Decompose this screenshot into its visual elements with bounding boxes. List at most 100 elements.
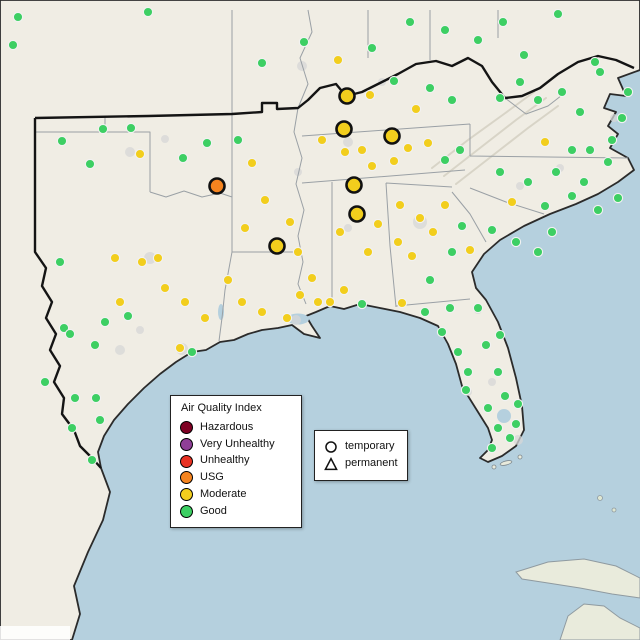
aqi-marker-good[interactable]	[424, 82, 436, 94]
aqi-marker-moderate[interactable]	[152, 252, 164, 264]
aqi-marker-good[interactable]	[444, 302, 456, 314]
aqi-marker-good[interactable]	[482, 402, 494, 414]
aqi-marker-moderate[interactable]	[239, 222, 251, 234]
aqi-marker-good[interactable]	[492, 422, 504, 434]
aqi-marker-good[interactable]	[94, 414, 106, 426]
aqi-marker-good[interactable]	[298, 36, 310, 48]
aqi-marker-good[interactable]	[550, 166, 562, 178]
aqi-marker-good[interactable]	[566, 144, 578, 156]
aqi-marker-moderate-highlighted[interactable]	[338, 87, 356, 105]
aqi-marker-moderate[interactable]	[222, 274, 234, 286]
aqi-marker-good[interactable]	[552, 8, 564, 20]
aqi-marker-moderate-highlighted[interactable]	[383, 127, 401, 145]
aqi-marker-moderate[interactable]	[312, 296, 324, 308]
aqi-marker-good[interactable]	[622, 86, 634, 98]
aqi-marker-good[interactable]	[64, 328, 76, 340]
aqi-marker-good[interactable]	[446, 246, 458, 258]
aqi-marker-moderate[interactable]	[174, 342, 186, 354]
aqi-marker-good[interactable]	[510, 236, 522, 248]
aqi-marker-moderate[interactable]	[422, 137, 434, 149]
aqi-marker-good[interactable]	[54, 256, 66, 268]
aqi-marker-good[interactable]	[89, 339, 101, 351]
aqi-marker-good[interactable]	[452, 346, 464, 358]
aqi-marker-moderate[interactable]	[539, 136, 551, 148]
aqi-marker-good[interactable]	[456, 220, 468, 232]
aqi-marker-good[interactable]	[462, 366, 474, 378]
aqi-marker-moderate[interactable]	[294, 289, 306, 301]
aqi-marker-moderate[interactable]	[372, 218, 384, 230]
aqi-marker-good[interactable]	[574, 106, 586, 118]
aqi-marker-good[interactable]	[592, 204, 604, 216]
aqi-marker-good[interactable]	[472, 302, 484, 314]
aqi-marker-good[interactable]	[186, 346, 198, 358]
aqi-marker-moderate[interactable]	[427, 226, 439, 238]
aqi-marker-moderate[interactable]	[236, 296, 248, 308]
aqi-marker-good[interactable]	[472, 34, 484, 46]
aqi-marker-good[interactable]	[539, 200, 551, 212]
aqi-marker-moderate[interactable]	[199, 312, 211, 324]
aqi-marker-moderate-highlighted[interactable]	[335, 120, 353, 138]
aqi-marker-moderate[interactable]	[324, 296, 336, 308]
aqi-marker-good[interactable]	[439, 154, 451, 166]
aqi-marker-good[interactable]	[39, 376, 51, 388]
aqi-marker-good[interactable]	[84, 158, 96, 170]
aqi-marker-good[interactable]	[504, 432, 516, 444]
aqi-marker-good[interactable]	[510, 418, 522, 430]
aqi-marker-good[interactable]	[556, 86, 568, 98]
aqi-marker-moderate[interactable]	[292, 246, 304, 258]
aqi-marker-good[interactable]	[454, 144, 466, 156]
aqi-marker-good[interactable]	[566, 190, 578, 202]
aqi-marker-good[interactable]	[439, 24, 451, 36]
aqi-marker-good[interactable]	[494, 92, 506, 104]
aqi-marker-moderate[interactable]	[338, 284, 350, 296]
aqi-marker-good[interactable]	[7, 39, 19, 51]
aqi-marker-moderate[interactable]	[136, 256, 148, 268]
aqi-marker-moderate[interactable]	[284, 216, 296, 228]
aqi-marker-good[interactable]	[518, 49, 530, 61]
aqi-marker-good[interactable]	[419, 306, 431, 318]
aqi-marker-good[interactable]	[69, 392, 81, 404]
aqi-marker-moderate[interactable]	[364, 89, 376, 101]
aqi-marker-good[interactable]	[232, 134, 244, 146]
aqi-marker-moderate[interactable]	[256, 306, 268, 318]
aqi-marker-good[interactable]	[446, 94, 458, 106]
aqi-marker-good[interactable]	[388, 75, 400, 87]
aqi-marker-good[interactable]	[589, 56, 601, 68]
aqi-marker-good[interactable]	[532, 246, 544, 258]
aqi-marker-good[interactable]	[142, 6, 154, 18]
aqi-marker-good[interactable]	[366, 42, 378, 54]
aqi-marker-good[interactable]	[532, 94, 544, 106]
aqi-marker-good[interactable]	[584, 144, 596, 156]
aqi-marker-moderate[interactable]	[246, 157, 258, 169]
aqi-marker-moderate[interactable]	[134, 148, 146, 160]
aqi-marker-good[interactable]	[480, 339, 492, 351]
aqi-marker-good[interactable]	[177, 152, 189, 164]
aqi-marker-moderate[interactable]	[356, 144, 368, 156]
aqi-marker-good[interactable]	[602, 156, 614, 168]
aqi-marker-good[interactable]	[578, 176, 590, 188]
aqi-marker-moderate[interactable]	[316, 134, 328, 146]
aqi-marker-moderate[interactable]	[402, 142, 414, 154]
aqi-marker-moderate[interactable]	[362, 246, 374, 258]
aqi-marker-good[interactable]	[514, 76, 526, 88]
aqi-marker-good[interactable]	[436, 326, 448, 338]
aqi-marker-moderate[interactable]	[464, 244, 476, 256]
aqi-marker-good[interactable]	[97, 123, 109, 135]
aqi-marker-moderate[interactable]	[396, 297, 408, 309]
aqi-marker-moderate[interactable]	[414, 212, 426, 224]
aqi-marker-good[interactable]	[58, 322, 70, 334]
aqi-marker-moderate[interactable]	[334, 226, 346, 238]
aqi-marker-good[interactable]	[99, 316, 111, 328]
aqi-marker-moderate[interactable]	[109, 252, 121, 264]
aqi-marker-good[interactable]	[90, 392, 102, 404]
aqi-marker-moderate[interactable]	[281, 312, 293, 324]
aqi-marker-moderate[interactable]	[406, 250, 418, 262]
aqi-marker-good[interactable]	[546, 226, 558, 238]
aqi-marker-moderate[interactable]	[332, 54, 344, 66]
aqi-marker-moderate[interactable]	[392, 236, 404, 248]
aqi-marker-moderate-highlighted[interactable]	[348, 205, 366, 223]
aqi-marker-good[interactable]	[512, 398, 524, 410]
aqi-marker-good[interactable]	[616, 112, 628, 124]
aqi-marker-good[interactable]	[494, 329, 506, 341]
